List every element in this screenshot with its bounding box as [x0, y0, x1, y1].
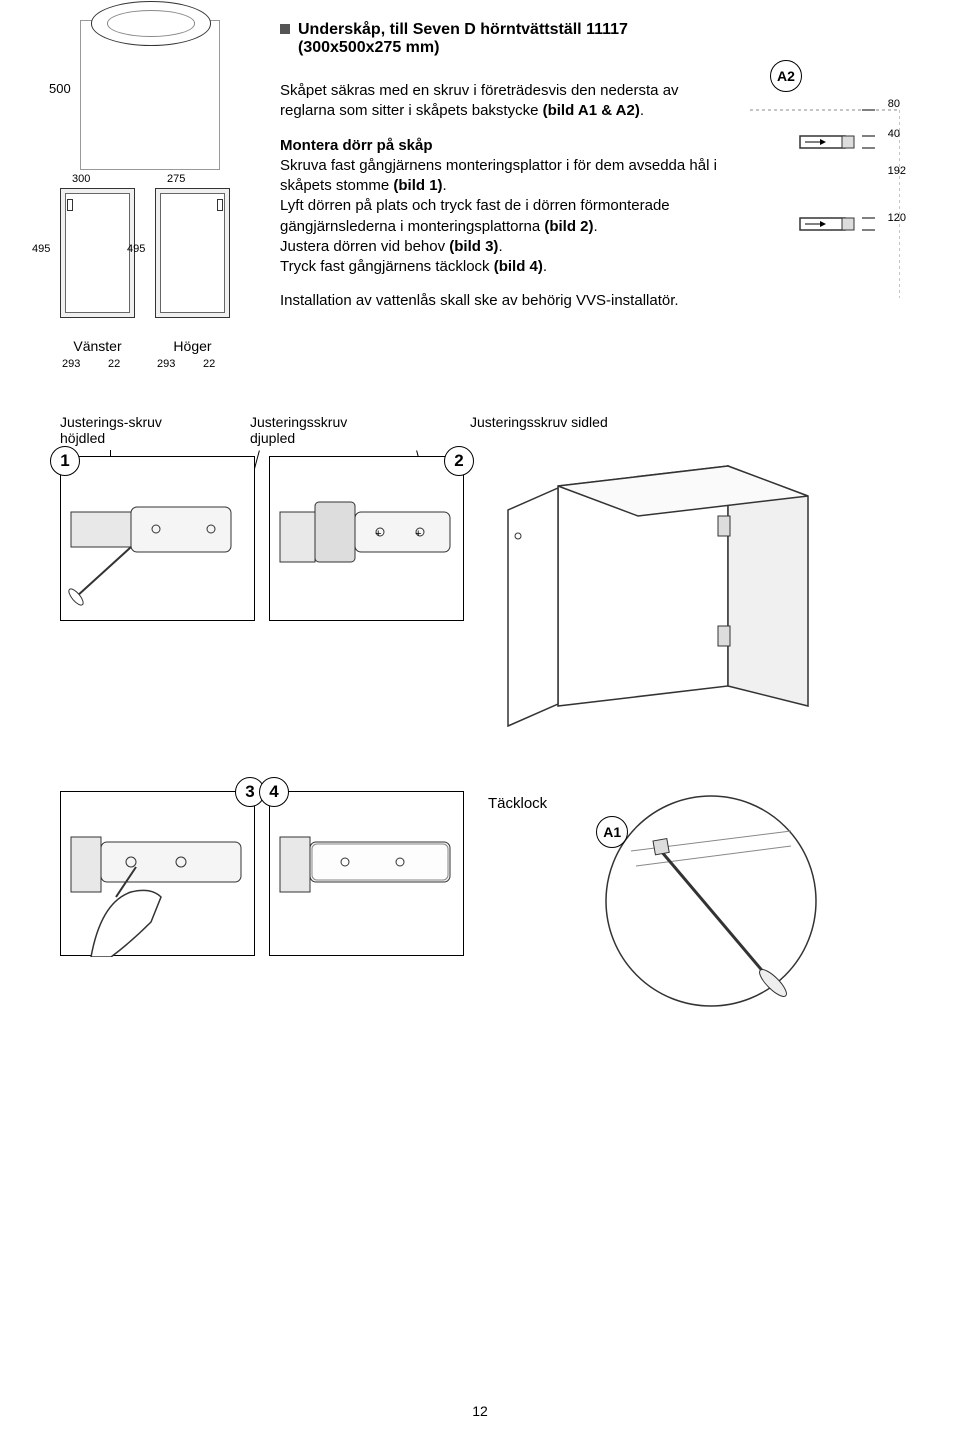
- left-dimension-diagrams: 500 300 495 293 22 Vänster 275: [60, 20, 260, 354]
- a2-label-circle: A2: [770, 60, 802, 92]
- dim-293-left: 293: [62, 358, 80, 370]
- figure-3-box: [60, 791, 255, 956]
- cabinet-right: 275 495 293 22 Höger: [155, 188, 230, 354]
- label-hoger: Höger: [155, 338, 230, 354]
- dim-495-right: 495: [127, 243, 145, 255]
- mount-line4-text: Tryck fast gångjärnens täcklock: [280, 258, 494, 275]
- a1-detail-circle: A1: [601, 791, 821, 1016]
- label-sidled: Justeringsskruv sidled: [470, 414, 608, 446]
- mount-paragraph: Montera dörr på skåp Skruva fast gångjär…: [280, 136, 730, 278]
- dim-22-left: 22: [108, 358, 120, 370]
- figure-1-box: [60, 456, 255, 621]
- cabinet-with-door: [498, 456, 838, 751]
- dim-300: 300: [72, 173, 90, 185]
- vvs-note: Installation av vattenlås skall ske av b…: [280, 291, 730, 311]
- intro-bold-ref: (bild A1 & A2): [543, 102, 640, 119]
- dim-120: 120: [888, 212, 906, 224]
- a1-label-circle: A1: [596, 816, 628, 848]
- mount-line1-ref: (bild 1): [393, 177, 442, 194]
- dim-40: 40: [888, 128, 900, 140]
- dim-80: 80: [888, 98, 900, 110]
- figure-2-number: 2: [444, 446, 474, 476]
- intro-paragraph: Skåpet säkras med en skruv i företrädesv…: [280, 81, 730, 122]
- figure-4-box: [269, 791, 464, 956]
- mount-line4-ref: (bild 4): [494, 258, 543, 275]
- mount-line1-text: Skruva fast gångjärnens monteringsplatto…: [280, 157, 717, 194]
- dim-22-right: 22: [203, 358, 215, 370]
- figure-2-box: + +: [269, 456, 464, 621]
- mount-line3-text: Justera dörren vid behov: [280, 238, 449, 255]
- svg-text:+: +: [415, 528, 421, 540]
- figure-1-number: 1: [50, 446, 80, 476]
- sink-front-view: 500: [80, 20, 220, 170]
- dim-192: 192: [888, 165, 906, 177]
- mount-line2-text: Lyft dörren på plats och tryck fast de i…: [280, 197, 670, 234]
- label-vanster: Vänster: [60, 338, 135, 354]
- title-bullet-icon: [280, 24, 290, 34]
- tacklock-label: Täcklock: [488, 795, 547, 812]
- dim-293-right: 293: [157, 358, 175, 370]
- figure-4-number: 4: [259, 777, 289, 807]
- lower-figures-section: Justerings-skruv höjdled Justeringsskruv…: [60, 414, 900, 1016]
- label-djupled: Justeringsskruv djupled: [250, 414, 390, 446]
- mount-line2-ref: (bild 2): [544, 218, 593, 235]
- dim-500: 500: [49, 81, 71, 96]
- svg-text:+: +: [375, 528, 381, 540]
- mount-heading: Montera dörr på skåp: [280, 137, 433, 154]
- page-number: 12: [472, 1403, 488, 1419]
- cabinet-left: 300 495 293 22 Vänster: [60, 188, 135, 354]
- label-hojdled: Justerings-skruv höjdled: [60, 414, 200, 446]
- dim-495-left: 495: [32, 243, 50, 255]
- a2-wall-diagram: A2: [750, 20, 900, 303]
- mount-line3-ref: (bild 3): [449, 238, 498, 255]
- dim-275: 275: [167, 173, 185, 185]
- instruction-text-block: Underskåp, till Seven D hörntvättställ 1…: [280, 20, 730, 326]
- page-title: Underskåp, till Seven D hörntvättställ 1…: [298, 21, 730, 57]
